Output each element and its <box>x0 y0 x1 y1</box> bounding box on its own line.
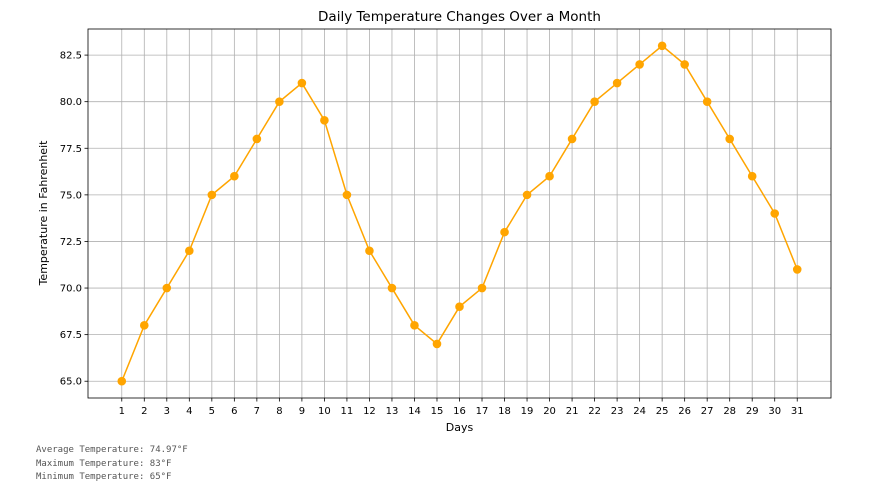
x-tick-label: 19 <box>521 406 534 417</box>
data-point <box>455 302 464 311</box>
temperature-line-chart: Daily Temperature Changes Over a Month 1… <box>37 9 832 434</box>
data-point <box>365 246 374 256</box>
chart-title: Daily Temperature Changes Over a Month <box>318 9 601 25</box>
data-series <box>117 41 802 386</box>
data-point <box>342 190 352 200</box>
x-tick-label: 22 <box>588 406 601 417</box>
x-tick-label: 31 <box>791 406 804 417</box>
average-temperature-text: Average Temperature: 74.97°F <box>36 445 188 455</box>
x-axis-label: Days <box>446 421 474 434</box>
y-tick-label: 70.0 <box>60 284 82 295</box>
x-tick-label: 3 <box>164 406 170 417</box>
x-tick-label: 24 <box>633 406 646 417</box>
x-tick-label: 26 <box>678 406 691 417</box>
data-point <box>747 171 757 181</box>
x-tick-label: 16 <box>453 406 466 417</box>
x-tick-label: 25 <box>656 406 669 417</box>
data-point <box>230 171 239 181</box>
x-tick-label: 9 <box>299 406 305 417</box>
y-axis-label: Temperature in Fahrenheit <box>37 140 50 287</box>
x-tick-label: 21 <box>566 406 579 417</box>
x-tick-label: 2 <box>141 406 147 417</box>
axes <box>84 28 832 402</box>
data-point <box>702 97 712 106</box>
x-tick-label: 11 <box>341 406 354 417</box>
x-tick-label: 14 <box>408 406 421 417</box>
data-point <box>725 134 734 144</box>
minimum-temperature-text: Minimum Temperature: 65°F <box>36 472 172 482</box>
y-tick-label: 75.0 <box>60 190 82 201</box>
x-tick-label: 1 <box>119 406 125 417</box>
data-point <box>320 116 329 125</box>
temperature-stats: Average Temperature: 74.97°F Maximum Tem… <box>36 444 188 485</box>
data-point <box>410 321 419 330</box>
x-tick-label: 12 <box>363 406 376 417</box>
data-point <box>185 246 194 256</box>
data-point <box>117 376 127 386</box>
data-point <box>657 41 667 51</box>
x-tick-label: 6 <box>231 406 237 417</box>
y-tick-label: 72.5 <box>60 237 82 248</box>
data-point <box>297 78 307 88</box>
plot-frame <box>87 28 832 399</box>
data-point <box>792 265 802 274</box>
maximum-temperature-text: Maximum Temperature: 83°F <box>36 458 172 469</box>
x-tick-label: 29 <box>746 406 759 417</box>
x-tick-label: 7 <box>254 406 260 417</box>
data-point <box>680 60 689 69</box>
data-point <box>522 190 532 200</box>
x-tick-label: 4 <box>186 406 192 417</box>
x-tick-label: 13 <box>386 406 399 417</box>
x-tick-label: 18 <box>498 406 511 417</box>
y-tick-label: 77.5 <box>60 144 82 155</box>
x-tick-label: 23 <box>611 406 624 417</box>
y-tick-label: 65.0 <box>60 377 82 388</box>
data-point <box>590 97 599 106</box>
data-point <box>612 78 622 88</box>
x-tick-label: 15 <box>431 406 444 417</box>
grid-lines <box>88 29 831 398</box>
x-tick-label: 17 <box>476 406 489 417</box>
x-tick-label: 20 <box>543 406 556 417</box>
x-tick-label: 28 <box>723 406 736 417</box>
y-tick-label: 80.0 <box>60 97 82 108</box>
x-tick-label: 5 <box>209 406 215 417</box>
data-point <box>275 97 284 106</box>
data-point <box>770 209 780 218</box>
x-tick-label: 30 <box>768 406 781 417</box>
data-point <box>207 190 217 200</box>
data-point <box>477 283 487 293</box>
x-tick-label: 27 <box>701 406 714 417</box>
data-point <box>500 227 509 237</box>
x-tick-label: 10 <box>318 406 331 417</box>
data-point <box>567 134 577 144</box>
data-point <box>252 134 262 144</box>
data-point <box>545 171 554 181</box>
data-point <box>162 283 172 293</box>
data-point <box>635 60 644 69</box>
data-point <box>432 339 442 349</box>
data-point <box>387 283 397 293</box>
y-tick-label: 67.5 <box>60 330 82 341</box>
tick-labels: 1 2 3 4 5 6 7 8 9 10 11 12 13 14 15 16 17 18 19 20 21 22 23 24 2… <box>60 51 804 417</box>
data-point <box>139 321 149 330</box>
y-tick-label: 82.5 <box>60 51 82 62</box>
x-tick-label: 8 <box>276 406 282 417</box>
